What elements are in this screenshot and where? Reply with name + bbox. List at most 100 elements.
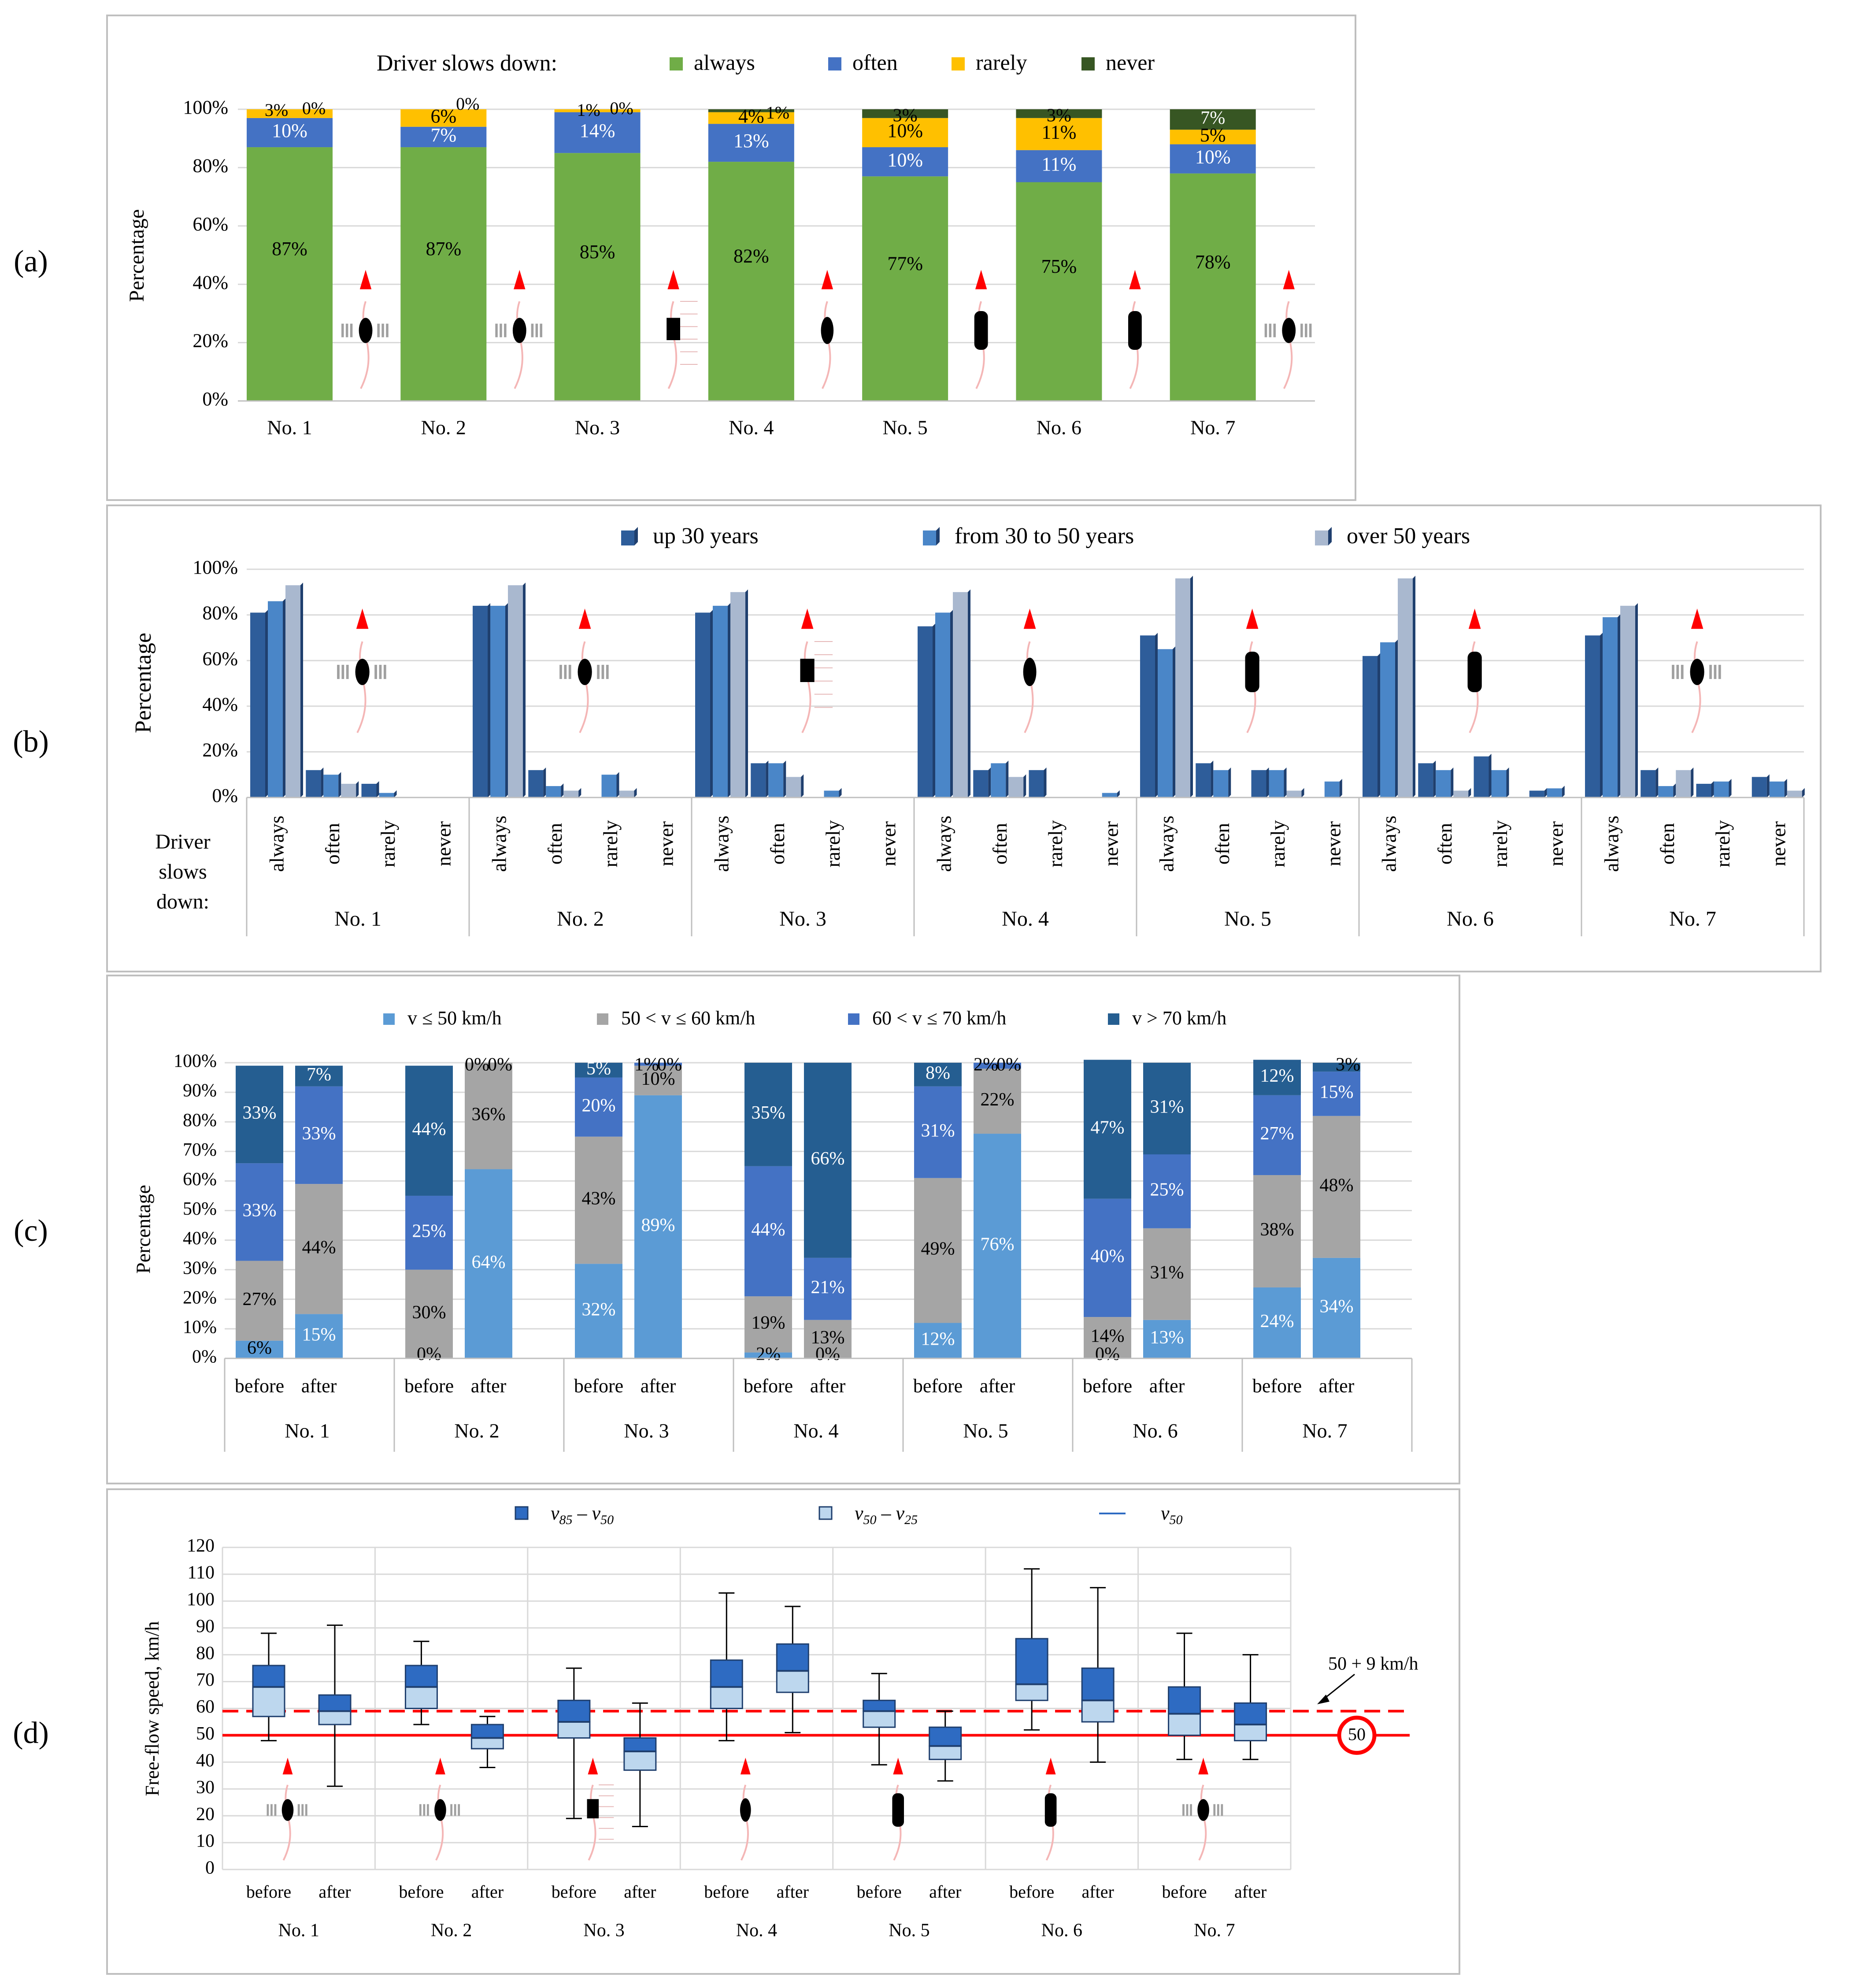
x-subcategory-label: after [777,1882,809,1902]
bar-depth [1673,783,1676,797]
data-label: 11% [1041,121,1076,143]
bar-segment [465,1063,512,1169]
box-upper [318,1694,352,1712]
data-label: 13% [811,1328,845,1348]
bar-depth [801,774,804,797]
bar-segment [575,1136,622,1264]
bar [1787,790,1802,797]
bar-depth [1266,767,1269,797]
y-tick-label: 60% [183,1169,217,1190]
panel-label: (c) [14,1214,48,1248]
x-subcategory-label: often [1433,823,1456,865]
bar-segment [400,109,487,127]
bar [1474,756,1489,797]
bar [268,601,283,797]
data-label: 0% [610,98,633,118]
bar-depth [783,760,786,797]
bar-segment [247,109,333,118]
data-label: 76% [981,1235,1015,1255]
bar-depth [561,783,564,797]
bar-depth [1006,760,1009,797]
bar-depth [1284,767,1287,797]
data-label: 87% [272,238,307,260]
legend-swatch [515,1506,529,1520]
crosswalk-stripe-icon [564,664,567,679]
bar-depth [1544,788,1547,797]
data-label: 31% [1150,1097,1184,1117]
box-lower [404,1686,438,1709]
x-tick-label: No. 4 [736,1921,777,1941]
bar [250,612,265,797]
crosswalk-stripe-icon [1672,664,1674,679]
bar [1453,790,1469,797]
crosswalk-stripe-icon [1221,1804,1223,1816]
y-tick-label: 20% [193,330,228,352]
crosswalk-stripe-icon [1709,664,1712,679]
x-subcategory-label: rarely [377,820,399,867]
x-tick-label: No. 5 [1224,907,1271,931]
data-label: 22% [981,1090,1015,1110]
bar-segment [708,162,794,401]
crosswalk-stripe-icon [423,1804,426,1816]
data-label: 32% [582,1299,616,1320]
data-label: 0% [815,1344,840,1365]
y-tick-label: 20% [202,739,238,760]
data-label: 82% [733,245,769,267]
x-tick-label: No. 5 [889,1921,930,1941]
y-axis-label: Free-flow speed, km/h [141,1621,163,1796]
box-upper [1081,1667,1115,1701]
bar [1752,777,1767,797]
data-label: 47% [1091,1118,1125,1138]
data-label: 27% [1260,1124,1294,1144]
row-header-label: slows [159,860,207,883]
bar-segment [1143,1154,1191,1228]
crosswalk-stripe-icon [540,323,542,338]
direction-arrow-icon [801,608,814,629]
crosswalk-stripe-icon [1714,664,1717,679]
direction-arrow-icon [588,1758,598,1775]
y-axis-label: Percentage [125,209,148,302]
crosswalk-stripe-icon [374,664,377,679]
box-lower [863,1710,896,1728]
y-tick-label: 40% [202,694,238,715]
legend-label: 50 < v ≤ 60 km/h [621,1007,755,1029]
bar-segment [1253,1175,1301,1287]
bar-segment [554,153,641,401]
crosswalk-stripe-icon [1217,1804,1219,1816]
legend-swatch-depth [1328,527,1332,545]
crosswalk-stripe-icon [597,664,600,679]
x-subcategory-label: before [1083,1375,1132,1397]
bar-segment [974,1134,1021,1358]
data-label: 31% [921,1120,955,1141]
bar-depth [356,781,359,797]
direction-arrow-icon [356,608,369,629]
x-subcategory-label: never [1544,821,1567,866]
x-subcategory-label: after [1149,1375,1185,1397]
x-subcategory-label: always [711,816,733,872]
data-label: 66% [811,1149,845,1169]
bar-segment [1084,1060,1131,1199]
legend-swatch [1108,1013,1119,1025]
data-label: 27% [243,1289,277,1309]
data-label: 44% [302,1237,336,1257]
bar [1029,770,1044,797]
x-subcategory-label: after [1234,1882,1266,1902]
bar-depth [839,788,842,797]
data-label: 33% [243,1200,277,1220]
bar-segment [1084,1317,1131,1358]
bar-segment [295,1086,343,1184]
bar-depth [376,781,379,797]
road-curve-icon [588,1784,596,1861]
direction-arrow-icon [359,270,372,289]
data-label: 89% [641,1215,675,1235]
y-axis-label: Percentage [132,1185,155,1274]
crosswalk-stripe-icon [274,1804,277,1816]
x-tick-label: No. 2 [454,1420,499,1442]
bar-depth [1155,633,1158,797]
crosswalk-stripe-icon [419,1804,422,1816]
data-label: 43% [582,1189,616,1209]
bar-depth [1117,790,1120,797]
x-tick-label: No. 4 [1002,907,1049,931]
data-label: 0% [657,1055,682,1075]
y-tick-label: 0% [192,1347,217,1367]
